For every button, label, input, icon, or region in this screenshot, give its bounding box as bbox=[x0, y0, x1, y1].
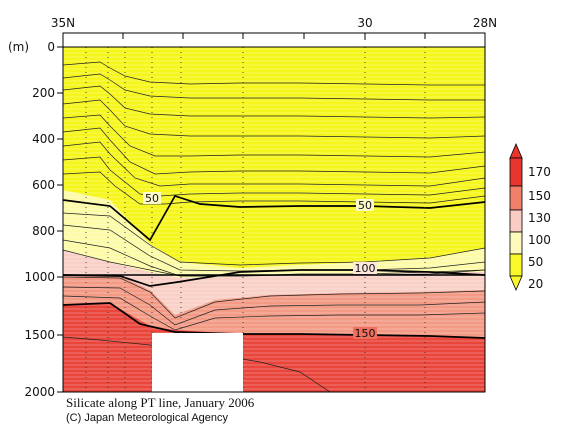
colorbar-swatch bbox=[509, 185, 523, 211]
y-tick-label: 1000 bbox=[24, 270, 55, 284]
plot-frame bbox=[62, 32, 486, 393]
y-tick-label: 800 bbox=[32, 224, 55, 238]
contour-label: 50 bbox=[145, 192, 159, 205]
x-tick-label: 30 bbox=[357, 16, 372, 30]
y-axis-unit-label: (m) bbox=[8, 40, 29, 54]
colorbar-swatch bbox=[509, 275, 523, 292]
x-tick-label: 35N bbox=[51, 16, 75, 30]
colorbar-label: 170 bbox=[528, 165, 551, 179]
y-tick-label: 0 bbox=[47, 40, 55, 54]
y-tick-label: 2000 bbox=[24, 385, 55, 399]
colorbar-label: 20 bbox=[528, 277, 543, 291]
missing-data-block bbox=[152, 333, 243, 392]
y-tick-label: 600 bbox=[32, 178, 55, 192]
y-tick-label: 400 bbox=[32, 132, 55, 146]
contour-label: 150 bbox=[355, 327, 376, 340]
colorbar-swatch bbox=[509, 157, 523, 187]
chart-title: Silicate along PT line, January 2006 bbox=[66, 395, 255, 410]
colorbar-label: 50 bbox=[528, 255, 543, 269]
contour-label: 100 bbox=[355, 262, 376, 275]
contour-label: 50 bbox=[358, 199, 372, 212]
colorbar bbox=[509, 142, 523, 292]
contour-label-group: 50 50 100 150 bbox=[143, 192, 377, 340]
colorbar-label: 100 bbox=[528, 233, 551, 247]
colorbar-swatch bbox=[509, 253, 523, 277]
y-tick-label: 200 bbox=[32, 86, 55, 100]
colorbar-label: 130 bbox=[528, 211, 551, 225]
colorbar-swatch bbox=[509, 231, 523, 255]
credit-text: (C) Japan Meteorological Agency bbox=[66, 412, 229, 424]
colorbar-swatch bbox=[509, 209, 523, 233]
x-tick-label: 28N bbox=[473, 16, 497, 30]
colorbar-swatch bbox=[509, 142, 523, 159]
y-tick-label: 1500 bbox=[24, 328, 55, 342]
colorbar-label: 150 bbox=[528, 189, 551, 203]
